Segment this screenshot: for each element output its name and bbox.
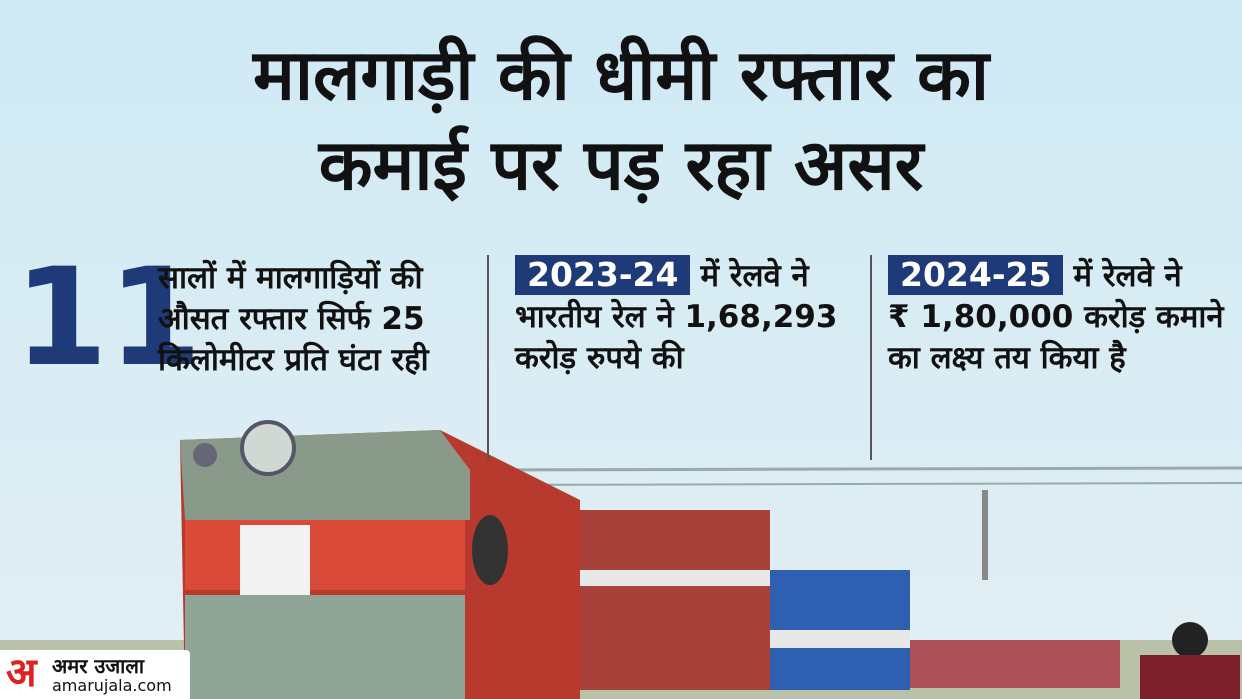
logo-mark: अ [6, 650, 37, 696]
stat-line: औसत रफ्तार सिर्फ 25 [158, 301, 425, 337]
stat-line: ₹ 1,80,000 करोड़ कमाने [888, 299, 1224, 335]
year-badge: 2024-25 [888, 255, 1064, 295]
logo-url: amarujala.com [52, 676, 172, 695]
stat-line: में रेलवे ने [700, 258, 809, 294]
stat-line: में रेलवे ने [1073, 258, 1182, 294]
divider [487, 255, 489, 460]
year-badge: 2023-24 [515, 255, 691, 295]
title-line: कमाई पर पड़ रहा असर [318, 124, 924, 206]
stat-text: 2024-25 में रेलवे ने ₹ 1,80,000 करोड़ कमा… [888, 255, 1224, 379]
logo-name: अमर उजाला [52, 654, 145, 678]
stat-text: 2023-24 में रेलवे ने भारतीय रेल ने 1,68,2… [515, 255, 837, 379]
divider [870, 255, 872, 460]
title-line: मालगाड़ी की धीमी रफ्तार का [252, 34, 990, 116]
stat-line: करोड़ रुपये की [515, 340, 684, 376]
stat-line: का लक्ष्य तय किया है [888, 340, 1126, 376]
stat-text: सालों में मालगाड़ियों की औसत रफ्तार सिर्… [158, 258, 429, 381]
stat-number: 11 [14, 239, 202, 396]
stat-line: भारतीय रेल ने 1,68,293 [515, 299, 838, 335]
stat-line: सालों में मालगाड़ियों की [158, 260, 423, 296]
stat-line: किलोमीटर प्रति घंटा रही [158, 342, 429, 378]
logo: अ अमर उजाला amarujala.com [0, 650, 190, 699]
